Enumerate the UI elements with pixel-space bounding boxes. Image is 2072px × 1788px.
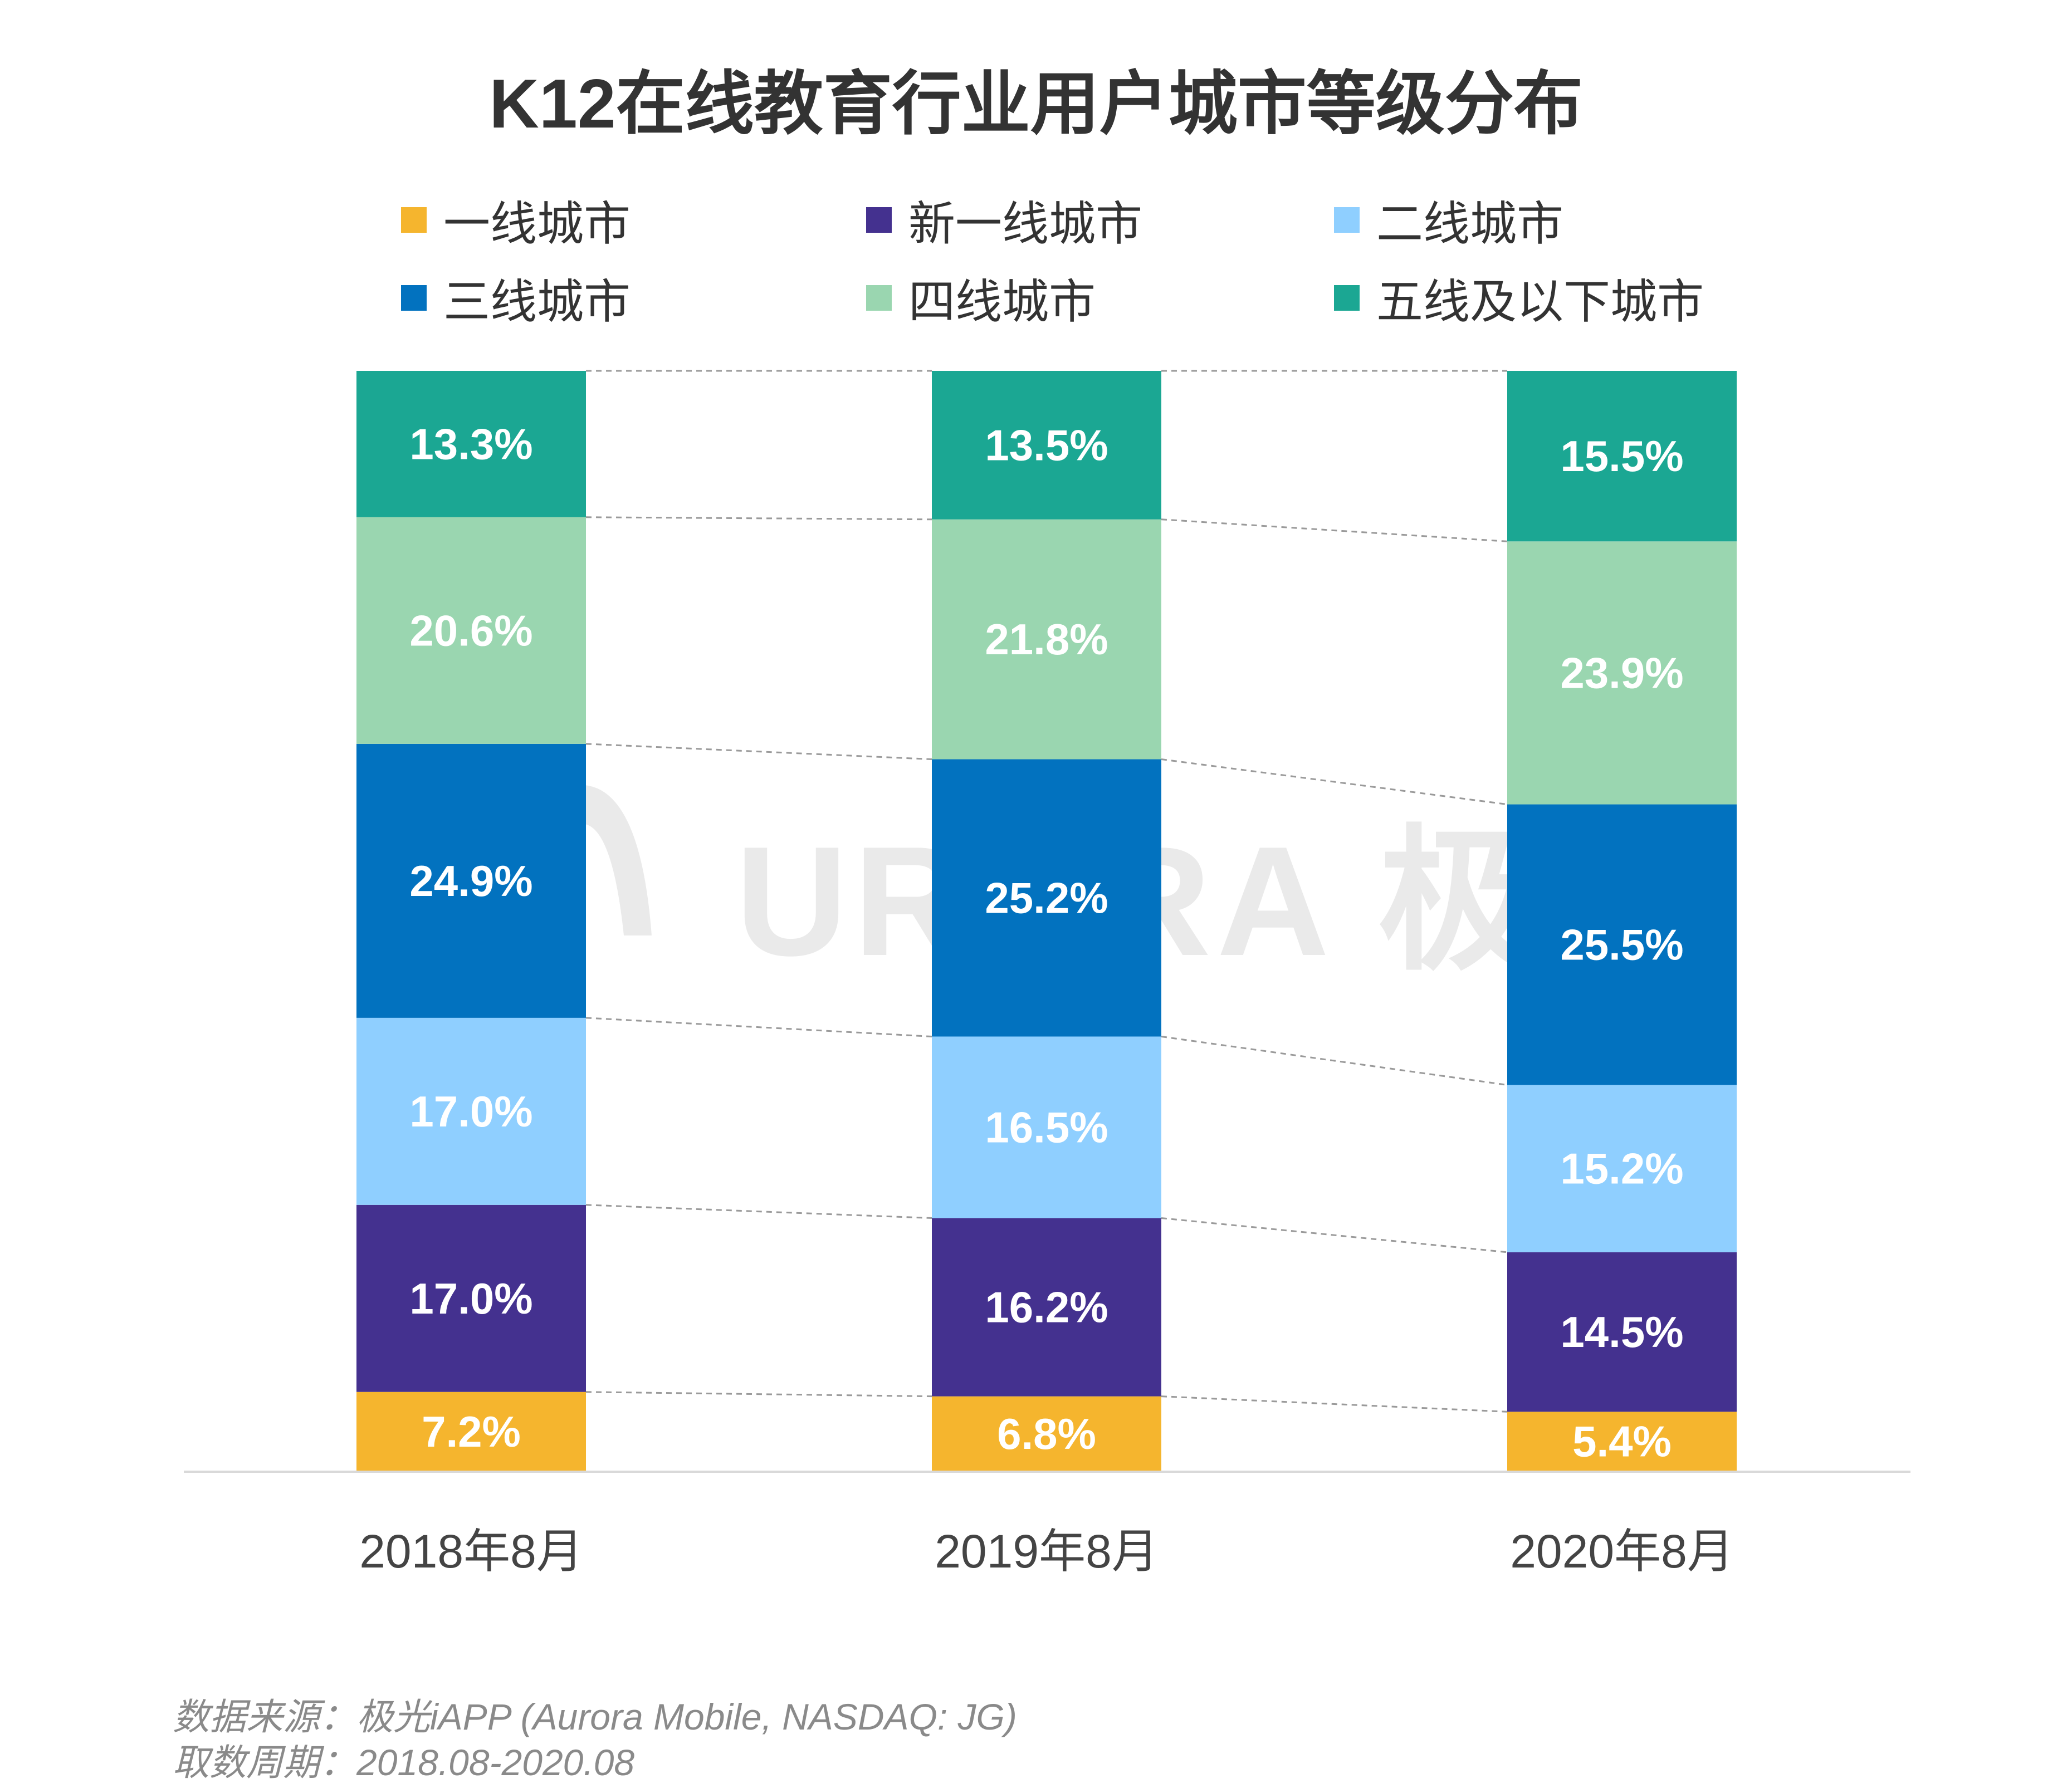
bar-segment <box>932 1036 1161 1218</box>
bar-value-label: 13.3% <box>409 419 532 468</box>
bar-value-label: 16.5% <box>985 1103 1108 1152</box>
connector-line <box>1161 1217 1508 1253</box>
bar-segment <box>932 1396 1161 1471</box>
bar-segment <box>356 1017 586 1205</box>
bar-value-label: 25.5% <box>1560 920 1683 969</box>
bar-segment <box>1507 371 1737 542</box>
legend-label: 新一线城市 <box>908 197 1143 250</box>
legend-swatch <box>866 207 892 233</box>
bar-segment <box>356 1204 586 1392</box>
legend-swatch <box>866 285 892 311</box>
bar-value-label: 14.5% <box>1560 1307 1683 1356</box>
connector-line <box>1161 758 1508 806</box>
bar-segment <box>932 371 1161 520</box>
connector-line <box>585 743 932 761</box>
bar-value-label: 16.2% <box>985 1283 1108 1332</box>
category-label: 2020年8月 <box>1510 1525 1734 1578</box>
bar-value-label: 13.5% <box>985 420 1108 469</box>
bar-segment <box>356 517 586 744</box>
bar-value-label: 5.4% <box>1572 1417 1672 1466</box>
legend-swatch <box>401 207 427 233</box>
bar-value-label: 6.8% <box>997 1409 1096 1458</box>
connector-line <box>585 1017 932 1037</box>
bar-value-label: 7.2% <box>422 1407 521 1456</box>
footer-source: 数据来源：极光iAPP (Aurora Mobile, NASDAQ: JG) <box>173 1696 1017 1737</box>
bar-value-label: 24.9% <box>409 856 532 905</box>
bar-segment <box>932 1218 1161 1397</box>
connector-line <box>1161 1395 1508 1413</box>
connector-line <box>585 516 932 521</box>
bar-segment <box>1507 1085 1737 1252</box>
bar-segment <box>1507 1412 1737 1471</box>
legend-item: 一线城市 <box>401 189 631 251</box>
bar-segment <box>1507 804 1737 1085</box>
legend-label: 四线城市 <box>908 275 1096 328</box>
connector-line <box>585 1204 932 1219</box>
category-label: 2018年8月 <box>359 1525 583 1578</box>
legend-label: 二线城市 <box>1376 197 1564 250</box>
bar-value-label: 15.5% <box>1560 432 1683 481</box>
legend-label: 三线城市 <box>443 275 631 328</box>
connector-line <box>1161 518 1508 542</box>
legend-label: 五线及以下城市 <box>1376 275 1704 328</box>
legend-item: 新一线城市 <box>866 189 1142 251</box>
bar-segment <box>1507 1252 1737 1412</box>
bar-value-label: 20.6% <box>409 606 532 655</box>
legend-swatch <box>401 285 427 311</box>
bar-segment <box>356 1392 586 1471</box>
bar-segment <box>356 743 586 1018</box>
bar-value-label: 21.8% <box>985 615 1108 664</box>
bar-value-label: 17.0% <box>409 1087 532 1136</box>
legend-item: 二线城市 <box>1334 189 1563 251</box>
legend-label: 一线城市 <box>443 197 631 250</box>
footer-period: 取数周期：2018.08-2020.08 <box>173 1742 635 1783</box>
bar-segment <box>932 519 1161 760</box>
legend-swatch <box>1334 207 1360 233</box>
bar-segment <box>356 371 586 517</box>
chart-title: K12在线教育行业用户城市等级分布 <box>489 66 1583 143</box>
bar-segment <box>932 759 1161 1037</box>
bar-value-label: 23.9% <box>1560 648 1683 697</box>
connector-line <box>1161 1035 1508 1086</box>
bar-value-label: 25.2% <box>985 874 1108 923</box>
legend-item: 四线城市 <box>866 267 1096 329</box>
bar-segment <box>1507 541 1737 805</box>
bar-value-label: 15.2% <box>1560 1144 1683 1193</box>
bar-value-label: 17.0% <box>409 1274 532 1323</box>
connector-line <box>585 1391 932 1398</box>
legend-swatch <box>1334 285 1360 311</box>
legend-item: 三线城市 <box>401 267 631 329</box>
category-label: 2019年8月 <box>935 1525 1159 1578</box>
legend-item: 五线及以下城市 <box>1334 267 1704 329</box>
